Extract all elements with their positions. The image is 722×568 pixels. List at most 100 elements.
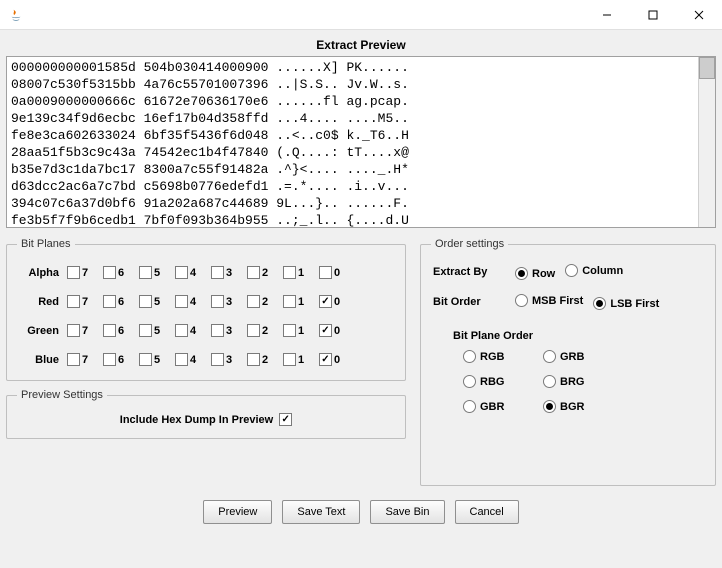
bit-order-msb-first-radio[interactable] bbox=[515, 294, 528, 307]
bitplane-green-0-checkbox[interactable] bbox=[319, 324, 332, 337]
bitplane-bit-label: 6 bbox=[118, 296, 124, 308]
bitplane-row-label-alpha: Alpha bbox=[19, 267, 67, 279]
bitplane-bit-label: 5 bbox=[154, 267, 160, 279]
bitplane-row-label-red: Red bbox=[19, 296, 67, 308]
extract-by-column-label: Column bbox=[582, 265, 623, 277]
extract-by-column-radio[interactable] bbox=[565, 264, 578, 277]
titlebar bbox=[0, 0, 722, 30]
bit-order-label: Bit Order bbox=[433, 296, 503, 308]
minimize-button[interactable] bbox=[584, 0, 630, 30]
bitplane-row-label-blue: Blue bbox=[19, 354, 67, 366]
bitplane-alpha-4-checkbox[interactable] bbox=[175, 266, 188, 279]
bitplane-alpha-2-checkbox[interactable] bbox=[247, 266, 260, 279]
bitplane-row-label-green: Green bbox=[19, 325, 67, 337]
bitplane-alpha-1-checkbox[interactable] bbox=[283, 266, 296, 279]
bitplane-green-1-checkbox[interactable] bbox=[283, 324, 296, 337]
preview-settings-group: Preview Settings Include Hex Dump In Pre… bbox=[6, 389, 406, 439]
bitplane-bit-label: 4 bbox=[190, 325, 196, 337]
bitplane-red-2-checkbox[interactable] bbox=[247, 295, 260, 308]
order-settings-group: Order settings Extract By RowColumn Bit … bbox=[420, 238, 716, 486]
bitplane-blue-4-checkbox[interactable] bbox=[175, 353, 188, 366]
save-text-button[interactable]: Save Text bbox=[282, 500, 360, 524]
bitplane-bit-label: 6 bbox=[118, 267, 124, 279]
bitplane-bit-label: 3 bbox=[226, 354, 232, 366]
bitplane-alpha-6-checkbox[interactable] bbox=[103, 266, 116, 279]
bitplane-bit-label: 0 bbox=[334, 354, 340, 366]
bit-plane-order-rgb-radio[interactable] bbox=[463, 350, 476, 363]
bitplane-bit-label: 5 bbox=[154, 325, 160, 337]
bit-plane-order-label: Bit Plane Order bbox=[453, 330, 703, 342]
bitplane-alpha-0-checkbox[interactable] bbox=[319, 266, 332, 279]
extract-by-row-radio[interactable] bbox=[515, 267, 528, 280]
bitplane-bit-label: 3 bbox=[226, 267, 232, 279]
bitplane-bit-label: 1 bbox=[298, 267, 304, 279]
bitplane-red-6-checkbox[interactable] bbox=[103, 295, 116, 308]
bitplane-red-4-checkbox[interactable] bbox=[175, 295, 188, 308]
bitplane-green-4-checkbox[interactable] bbox=[175, 324, 188, 337]
bitplane-blue-6-checkbox[interactable] bbox=[103, 353, 116, 366]
bit-plane-order-bgr-label: BGR bbox=[560, 401, 584, 413]
bit-order-lsb-first-radio[interactable] bbox=[593, 297, 606, 310]
bitplane-bit-label: 0 bbox=[334, 325, 340, 337]
bitplane-bit-label: 0 bbox=[334, 267, 340, 279]
bitplane-alpha-5-checkbox[interactable] bbox=[139, 266, 152, 279]
bitplane-bit-label: 3 bbox=[226, 325, 232, 337]
bitplane-bit-label: 1 bbox=[298, 325, 304, 337]
bitplane-green-2-checkbox[interactable] bbox=[247, 324, 260, 337]
bitplane-alpha-3-checkbox[interactable] bbox=[211, 266, 224, 279]
java-icon bbox=[8, 7, 24, 23]
bitplane-bit-label: 3 bbox=[226, 296, 232, 308]
bit-plane-order-bgr-radio[interactable] bbox=[543, 400, 556, 413]
order-settings-legend: Order settings bbox=[431, 238, 508, 250]
bitplane-bit-label: 4 bbox=[190, 354, 196, 366]
preview-settings-legend: Preview Settings bbox=[17, 389, 107, 401]
bitplane-bit-label: 1 bbox=[298, 354, 304, 366]
bit-plane-order-brg-radio[interactable] bbox=[543, 375, 556, 388]
bitplane-blue-0-checkbox[interactable] bbox=[319, 353, 332, 366]
bitplane-alpha-7-checkbox[interactable] bbox=[67, 266, 80, 279]
bitplane-blue-3-checkbox[interactable] bbox=[211, 353, 224, 366]
bitplane-blue-2-checkbox[interactable] bbox=[247, 353, 260, 366]
bit-plane-order-grb-radio[interactable] bbox=[543, 350, 556, 363]
bitplane-blue-1-checkbox[interactable] bbox=[283, 353, 296, 366]
bitplane-red-5-checkbox[interactable] bbox=[139, 295, 152, 308]
save-bin-button[interactable]: Save Bin bbox=[370, 500, 444, 524]
bitplane-blue-7-checkbox[interactable] bbox=[67, 353, 80, 366]
bitplane-green-5-checkbox[interactable] bbox=[139, 324, 152, 337]
bit-order-lsb-first-label: LSB First bbox=[610, 298, 659, 310]
maximize-button[interactable] bbox=[630, 0, 676, 30]
cancel-button[interactable]: Cancel bbox=[455, 500, 519, 524]
hex-preview-area: 000000000001585d 504b030414000900 ......… bbox=[6, 56, 716, 228]
bit-planes-legend: Bit Planes bbox=[17, 238, 75, 250]
include-hex-checkbox[interactable] bbox=[279, 413, 292, 426]
bit-order-msb-first-label: MSB First bbox=[532, 295, 583, 307]
bitplane-red-1-checkbox[interactable] bbox=[283, 295, 296, 308]
bitplane-bit-label: 1 bbox=[298, 296, 304, 308]
bitplane-bit-label: 7 bbox=[82, 296, 88, 308]
bit-plane-order-brg-label: BRG bbox=[560, 376, 584, 388]
bit-plane-order-grb-label: GRB bbox=[560, 351, 584, 363]
bitplane-blue-5-checkbox[interactable] bbox=[139, 353, 152, 366]
bitplane-bit-label: 7 bbox=[82, 325, 88, 337]
bit-plane-order-rbg-radio[interactable] bbox=[463, 375, 476, 388]
bitplane-bit-label: 0 bbox=[334, 296, 340, 308]
bitplane-red-7-checkbox[interactable] bbox=[67, 295, 80, 308]
extract-by-label: Extract By bbox=[433, 266, 503, 278]
bitplane-red-3-checkbox[interactable] bbox=[211, 295, 224, 308]
bitplane-red-0-checkbox[interactable] bbox=[319, 295, 332, 308]
bitplane-green-6-checkbox[interactable] bbox=[103, 324, 116, 337]
bit-plane-order-rbg-label: RBG bbox=[480, 376, 504, 388]
bitplane-bit-label: 2 bbox=[262, 325, 268, 337]
bitplane-bit-label: 2 bbox=[262, 296, 268, 308]
bitplane-bit-label: 4 bbox=[190, 267, 196, 279]
close-button[interactable] bbox=[676, 0, 722, 30]
preview-button[interactable]: Preview bbox=[203, 500, 272, 524]
scrollbar-thumb[interactable] bbox=[699, 57, 715, 79]
bitplane-green-3-checkbox[interactable] bbox=[211, 324, 224, 337]
bitplane-bit-label: 7 bbox=[82, 267, 88, 279]
bitplane-green-7-checkbox[interactable] bbox=[67, 324, 80, 337]
scrollbar[interactable] bbox=[698, 57, 715, 227]
bitplane-bit-label: 2 bbox=[262, 354, 268, 366]
bitplane-bit-label: 2 bbox=[262, 267, 268, 279]
bit-plane-order-gbr-radio[interactable] bbox=[463, 400, 476, 413]
